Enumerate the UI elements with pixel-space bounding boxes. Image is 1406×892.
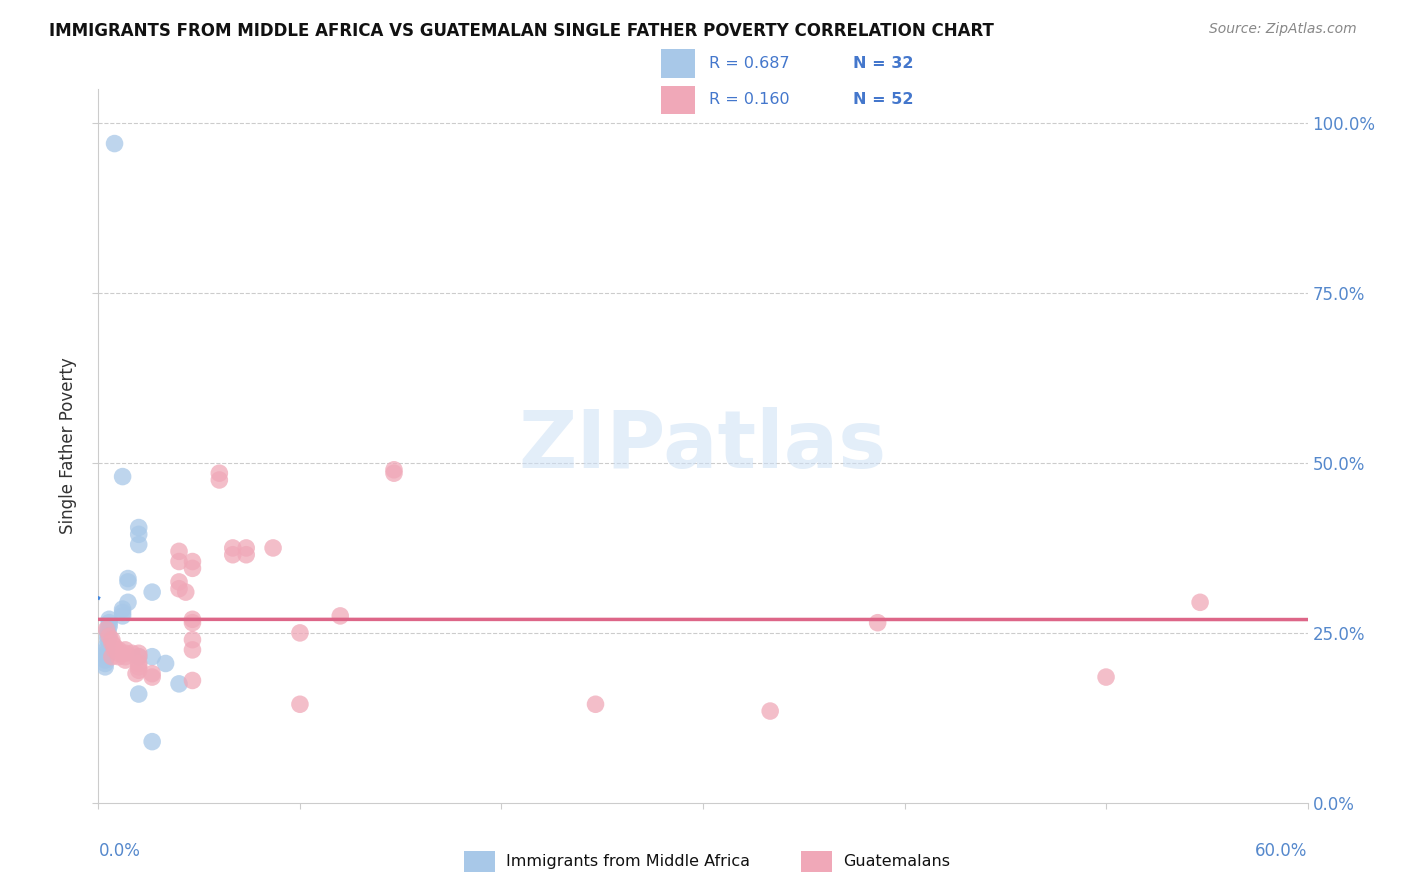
Point	[167, 582, 190, 596]
Text: Source: ZipAtlas.com: Source: ZipAtlas.com	[1209, 22, 1357, 37]
Y-axis label: Single Father Poverty: Single Father Poverty	[59, 358, 77, 534]
Point	[288, 698, 311, 712]
Point	[97, 623, 120, 637]
Point	[866, 615, 889, 630]
Point	[329, 608, 352, 623]
Point	[94, 653, 117, 667]
Point	[94, 657, 117, 671]
Point	[107, 643, 129, 657]
Text: Guatemalans: Guatemalans	[844, 854, 950, 869]
Point	[167, 544, 190, 558]
Point	[111, 602, 134, 616]
Point	[117, 595, 139, 609]
Point	[1189, 595, 1212, 609]
Text: R = 0.687: R = 0.687	[709, 56, 789, 71]
Text: R = 0.160: R = 0.160	[709, 93, 789, 107]
Point	[98, 615, 121, 630]
Point	[382, 466, 405, 480]
Point	[141, 734, 163, 748]
Point	[208, 473, 231, 487]
Point	[98, 619, 121, 633]
Point	[128, 649, 150, 664]
Point	[181, 561, 204, 575]
Point	[288, 626, 311, 640]
Point	[181, 632, 204, 647]
Point	[121, 646, 143, 660]
Point	[111, 606, 134, 620]
Text: 60.0%: 60.0%	[1256, 842, 1308, 860]
Point	[96, 623, 118, 637]
Text: Immigrants from Middle Africa: Immigrants from Middle Africa	[506, 854, 751, 869]
Point	[235, 541, 257, 555]
Point	[128, 537, 150, 551]
Point	[167, 555, 190, 569]
Point	[128, 520, 150, 534]
Point	[103, 136, 125, 151]
Point	[128, 660, 150, 674]
Point	[125, 666, 148, 681]
Point	[382, 463, 405, 477]
Point	[117, 574, 139, 589]
Point	[208, 466, 231, 480]
Point	[94, 660, 117, 674]
Text: N = 52: N = 52	[853, 93, 914, 107]
Point	[101, 636, 124, 650]
Text: ZIPatlas: ZIPatlas	[519, 407, 887, 485]
Point	[103, 643, 125, 657]
Point	[128, 663, 150, 677]
Point	[141, 670, 163, 684]
Point	[111, 469, 134, 483]
Point	[96, 646, 118, 660]
Point	[107, 649, 129, 664]
Point	[128, 657, 150, 671]
Point	[96, 640, 118, 654]
Point	[114, 646, 136, 660]
Text: IMMIGRANTS FROM MIDDLE AFRICA VS GUATEMALAN SINGLE FATHER POVERTY CORRELATION CH: IMMIGRANTS FROM MIDDLE AFRICA VS GUATEMA…	[49, 22, 994, 40]
Point	[181, 643, 204, 657]
Point	[98, 612, 121, 626]
Point	[155, 657, 177, 671]
Point	[97, 632, 120, 647]
Point	[111, 608, 134, 623]
Point	[181, 555, 204, 569]
Point	[585, 698, 607, 712]
Point	[141, 649, 163, 664]
Point	[181, 615, 204, 630]
Point	[128, 649, 150, 664]
Point	[107, 646, 129, 660]
Point	[759, 704, 782, 718]
Point	[96, 649, 118, 664]
Point	[114, 653, 136, 667]
Point	[101, 632, 124, 647]
Point	[114, 649, 136, 664]
Point	[103, 640, 125, 654]
Point	[128, 527, 150, 541]
Point	[128, 687, 150, 701]
Point	[222, 548, 245, 562]
Point	[117, 572, 139, 586]
Point	[222, 541, 245, 555]
Point	[174, 585, 197, 599]
Point	[114, 643, 136, 657]
Point	[262, 541, 284, 555]
Point	[235, 548, 257, 562]
Bar	[661, 86, 695, 114]
Point	[98, 629, 121, 643]
Point	[97, 626, 120, 640]
Point	[97, 629, 120, 643]
Text: 0.0%: 0.0%	[98, 842, 141, 860]
Point	[167, 574, 190, 589]
Point	[96, 643, 118, 657]
Point	[141, 585, 163, 599]
Point	[167, 677, 190, 691]
Point	[101, 649, 124, 664]
Point	[181, 612, 204, 626]
Bar	[661, 49, 695, 78]
Point	[128, 646, 150, 660]
Text: N = 32: N = 32	[853, 56, 914, 71]
Point	[141, 666, 163, 681]
Point	[1095, 670, 1118, 684]
Point	[181, 673, 204, 688]
